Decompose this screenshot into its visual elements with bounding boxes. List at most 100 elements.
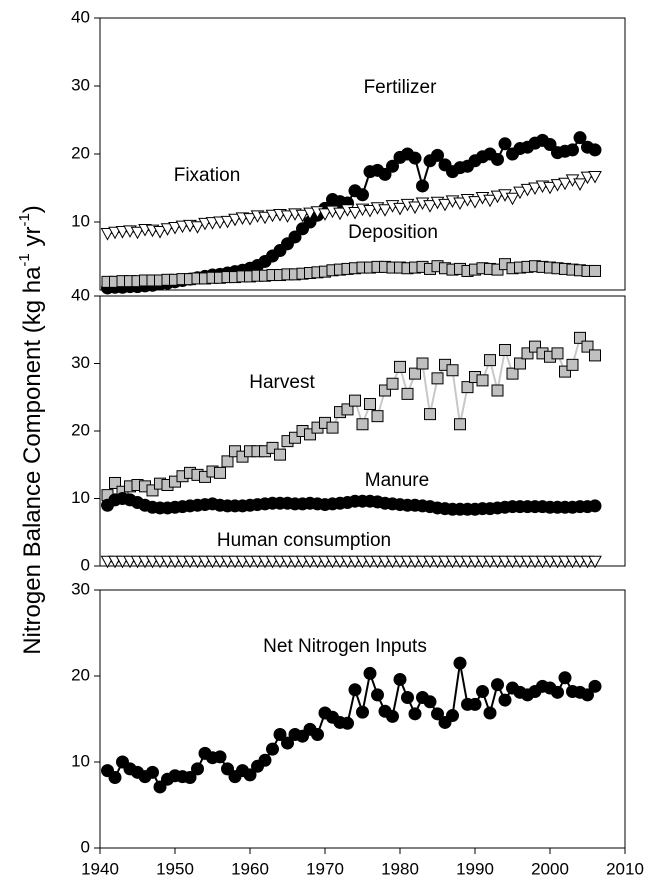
x-tick-label: 1970 <box>306 859 344 878</box>
marker <box>146 484 159 497</box>
marker <box>341 403 354 416</box>
marker <box>289 431 301 444</box>
marker <box>581 688 594 702</box>
marker <box>558 177 572 191</box>
x-tick-label: 1990 <box>456 859 494 878</box>
y-tick-label: 30 <box>71 75 90 94</box>
marker <box>505 192 520 206</box>
y-tick-label: 10 <box>71 751 90 770</box>
series-label: Fixation <box>174 165 241 186</box>
marker <box>499 344 511 356</box>
series-label: Human consumption <box>217 530 391 551</box>
marker <box>146 765 159 779</box>
x-tick-label: 1980 <box>381 859 419 878</box>
marker <box>513 186 527 200</box>
y-tick-label: 20 <box>71 665 90 684</box>
marker <box>431 707 444 721</box>
y-tick-label: 20 <box>71 143 90 162</box>
marker <box>573 131 587 145</box>
marker <box>349 394 361 407</box>
marker <box>408 151 422 165</box>
series-label: Harvest <box>249 372 315 393</box>
marker <box>483 194 497 208</box>
marker <box>574 331 586 344</box>
marker <box>468 697 482 711</box>
y-tick-label: 30 <box>71 579 90 598</box>
marker <box>491 678 504 692</box>
series-label: Net Nitrogen Inputs <box>263 636 427 657</box>
marker <box>588 170 602 184</box>
marker <box>100 228 115 241</box>
marker <box>490 190 505 204</box>
marker <box>438 198 452 212</box>
marker <box>491 152 504 166</box>
marker <box>318 208 332 221</box>
marker <box>221 762 234 776</box>
marker <box>416 179 429 193</box>
y-tick-label: 40 <box>71 7 90 26</box>
marker <box>559 365 571 378</box>
marker <box>130 226 145 240</box>
marker <box>408 201 422 215</box>
marker <box>520 183 535 197</box>
y-tick-label: 0 <box>81 837 90 856</box>
marker <box>551 347 564 360</box>
marker <box>220 215 235 229</box>
marker <box>431 372 444 385</box>
marker <box>303 207 317 221</box>
marker <box>311 727 324 741</box>
series-label: Deposition <box>348 222 438 243</box>
marker <box>281 736 294 750</box>
marker <box>108 770 122 784</box>
marker <box>393 672 407 686</box>
marker <box>514 357 526 370</box>
marker <box>280 210 295 223</box>
marker <box>498 693 512 707</box>
marker <box>543 181 557 195</box>
y-tick-label: 30 <box>71 353 90 372</box>
marker <box>506 367 519 380</box>
marker <box>454 418 466 431</box>
marker <box>551 685 564 699</box>
marker <box>408 707 422 721</box>
marker <box>168 221 182 235</box>
y-label-text: ) <box>19 205 46 213</box>
marker <box>483 706 497 720</box>
marker <box>588 143 602 157</box>
marker <box>529 340 541 353</box>
marker <box>484 354 496 367</box>
marker <box>453 656 467 670</box>
marker <box>386 159 399 173</box>
marker <box>386 709 399 723</box>
marker <box>356 418 369 431</box>
y-tick-label: 0 <box>81 555 90 574</box>
marker <box>588 679 602 693</box>
marker <box>528 182 542 196</box>
marker <box>401 691 414 704</box>
marker <box>326 421 339 434</box>
marker <box>274 448 286 461</box>
marker <box>378 167 392 181</box>
marker <box>356 705 369 719</box>
marker <box>453 197 467 211</box>
y-tick-label: 40 <box>71 285 90 304</box>
y-tick-label: 20 <box>71 420 90 439</box>
marker <box>348 206 362 220</box>
marker <box>214 466 226 479</box>
marker <box>266 441 279 454</box>
marker <box>258 211 272 225</box>
plot-frame <box>99 17 626 291</box>
marker <box>266 742 279 756</box>
marker <box>416 357 429 370</box>
marker <box>476 684 489 698</box>
marker <box>160 223 175 236</box>
marker <box>393 202 407 216</box>
y-label-sup: -1 <box>16 213 33 226</box>
marker <box>446 364 459 377</box>
marker <box>558 671 572 685</box>
marker <box>476 374 489 387</box>
marker <box>371 410 384 423</box>
marker <box>348 683 362 697</box>
y-axis-label: Nitrogen Balance Component (kg ha-1 yr-1… <box>16 205 46 655</box>
marker <box>409 367 421 380</box>
